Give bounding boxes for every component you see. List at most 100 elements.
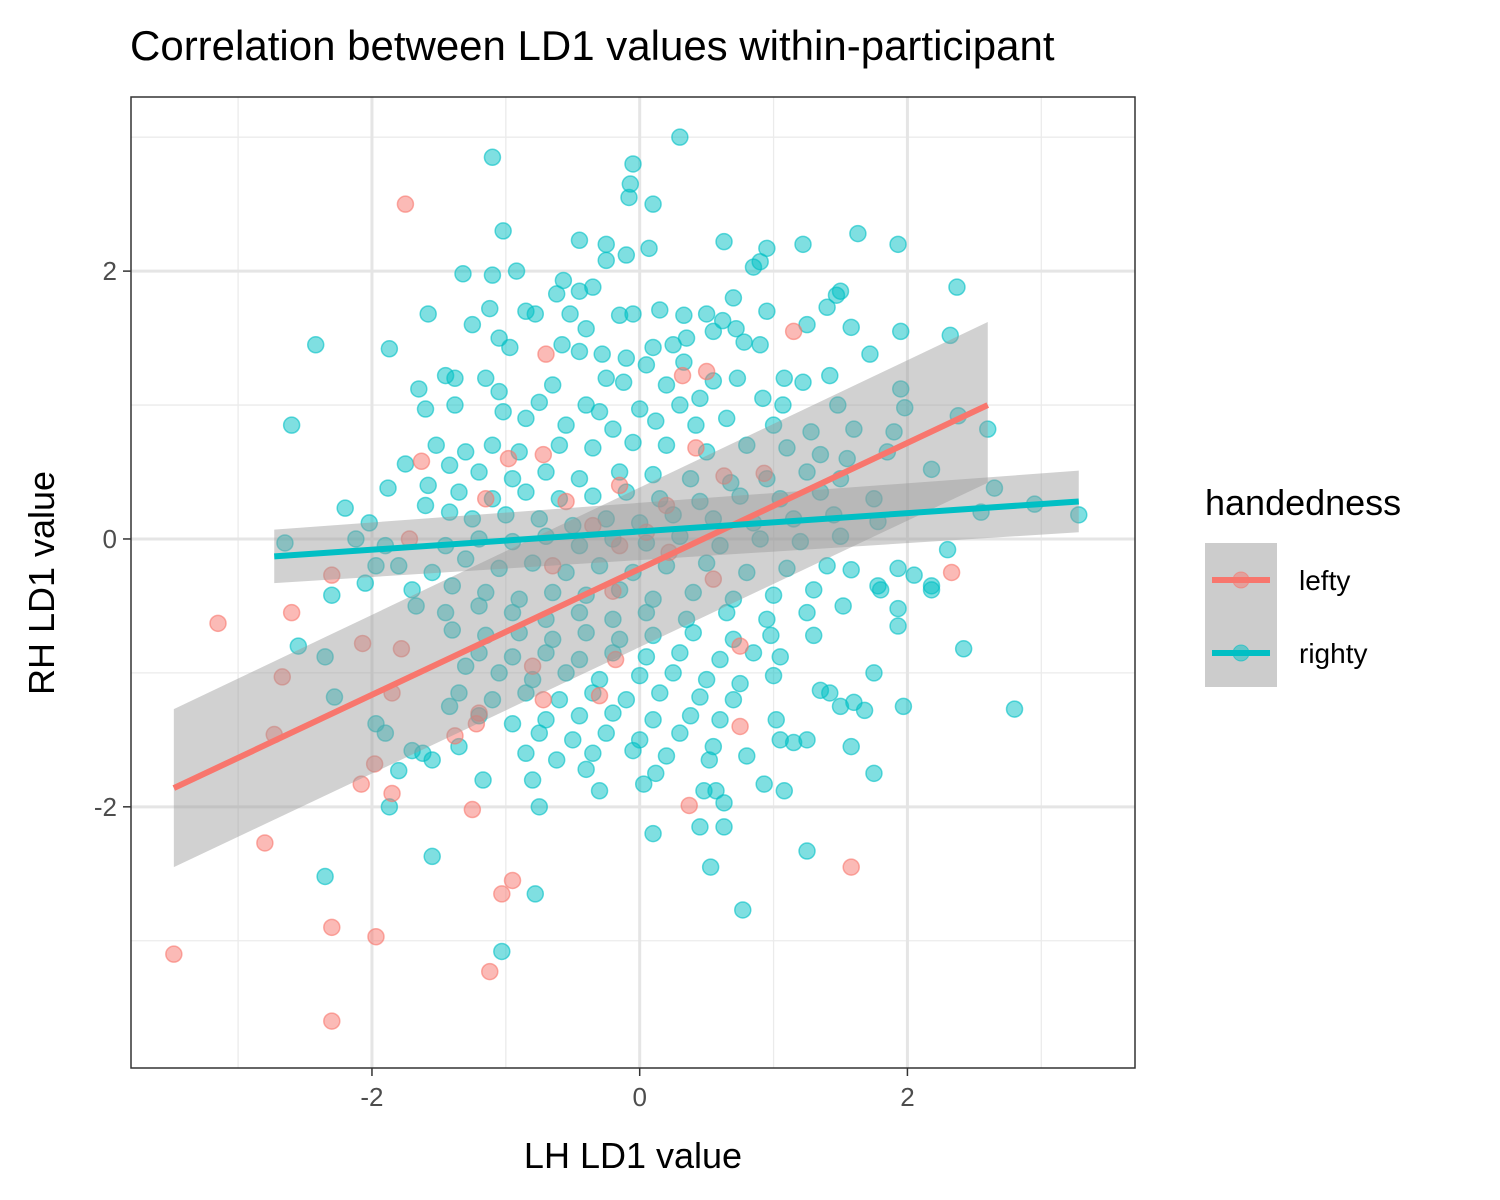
data-point-righty: [561, 305, 579, 323]
data-point-lefty: [352, 775, 371, 793]
data-point-righty: [829, 396, 847, 414]
data-point-righty: [644, 195, 662, 213]
y-tick-label: -2: [94, 792, 117, 822]
data-point-righty: [427, 436, 445, 454]
data-point-lefty: [467, 715, 486, 733]
data-point-righty: [547, 285, 566, 303]
data-point-righty: [681, 707, 700, 725]
data-point-righty: [483, 690, 502, 709]
data-point-righty: [731, 674, 749, 693]
data-point-righty: [584, 744, 602, 763]
data-point-lefty: [493, 885, 511, 903]
data-point-righty: [289, 637, 308, 655]
data-point-righty: [684, 583, 702, 602]
data-point-lefty: [323, 566, 341, 584]
data-point-righty: [450, 684, 468, 702]
data-point-righty: [306, 336, 325, 354]
data-point-righty: [715, 818, 733, 836]
legend-key-background: [1205, 543, 1277, 687]
data-point-righty: [640, 239, 658, 258]
data-point-righty: [691, 818, 709, 836]
x-tick-label: 0: [632, 1082, 646, 1112]
data-point-righty: [503, 603, 522, 622]
data-point-righty: [948, 278, 966, 296]
data-point-righty: [644, 465, 662, 484]
data-point-righty: [517, 744, 535, 763]
data-point-righty: [450, 483, 468, 501]
data-point-righty: [530, 798, 549, 816]
data-point-righty: [637, 356, 656, 374]
data-point-lefty: [557, 492, 575, 511]
data-point-righty: [597, 251, 615, 270]
data-point-righty: [842, 318, 860, 337]
data-point-righty: [526, 885, 545, 903]
data-point-lefty: [543, 557, 562, 575]
data-point-righty: [771, 648, 790, 666]
data-point-righty: [798, 842, 816, 860]
data-point-lefty: [534, 445, 553, 464]
data-point-righty: [855, 701, 874, 720]
data-point-righty: [550, 690, 569, 709]
data-point-lefty: [282, 603, 301, 622]
data-point-righty: [570, 707, 589, 725]
data-point-righty: [474, 771, 492, 789]
data-point-righty: [553, 336, 571, 354]
data-point-righty: [675, 306, 693, 325]
x-tick-label: 2: [900, 1082, 914, 1112]
data-point-righty: [490, 559, 508, 578]
data-point-righty: [624, 433, 642, 452]
data-point-righty: [584, 487, 602, 505]
data-point-righty: [938, 540, 957, 559]
data-point-righty: [731, 487, 749, 505]
data-point-righty: [537, 644, 555, 662]
x-tick-label: -2: [360, 1082, 383, 1112]
data-point-righty: [671, 724, 689, 742]
data-point-righty: [842, 561, 860, 579]
data-point-righty: [419, 305, 437, 323]
data-point-righty: [734, 901, 752, 919]
data-point-righty: [885, 423, 903, 441]
data-point-righty: [543, 376, 562, 394]
data-point-righty: [758, 610, 776, 629]
data-point-righty: [347, 530, 365, 548]
data-point-lefty: [446, 727, 464, 745]
data-point-lefty: [731, 717, 749, 736]
data-point-righty: [423, 847, 441, 866]
data-point-righty: [827, 286, 846, 304]
legend-key-point-righty: [1232, 644, 1250, 662]
data-point-righty: [577, 623, 595, 642]
data-point-righty: [644, 626, 662, 645]
y-tick-label: 0: [103, 524, 117, 554]
data-point-righty: [922, 581, 941, 599]
data-point-righty: [711, 650, 729, 669]
data-point-righty: [700, 751, 719, 769]
data-point-lefty: [687, 439, 705, 457]
chart-title: Correlation between LD1 values within-pa…: [130, 22, 1055, 69]
data-point-lefty: [942, 563, 961, 582]
data-point-lefty: [392, 640, 411, 658]
data-point-righty: [831, 697, 850, 716]
data-point-righty: [497, 506, 515, 524]
data-point-righty: [794, 373, 812, 392]
data-point-righty: [684, 623, 702, 642]
data-point-righty: [671, 128, 689, 146]
data-point-righty: [620, 188, 638, 207]
data-point-righty: [657, 747, 676, 765]
data-point-righty: [711, 711, 729, 729]
data-point-righty: [775, 782, 794, 800]
data-point-righty: [727, 319, 745, 338]
data-point-lefty: [704, 570, 723, 588]
data-point-righty: [634, 775, 653, 793]
data-point-righty: [456, 550, 475, 568]
data-point-righty: [778, 559, 796, 578]
data-point-righty: [821, 684, 839, 702]
data-point-righty: [570, 469, 589, 488]
data-point-righty: [767, 711, 785, 729]
data-point-righty: [865, 664, 883, 682]
data-point-righty: [735, 333, 753, 351]
data-point-righty: [470, 463, 488, 481]
data-point-righty: [476, 369, 495, 388]
data-point-righty: [775, 369, 794, 388]
data-point-righty: [410, 380, 428, 398]
data-point-righty: [637, 603, 656, 622]
